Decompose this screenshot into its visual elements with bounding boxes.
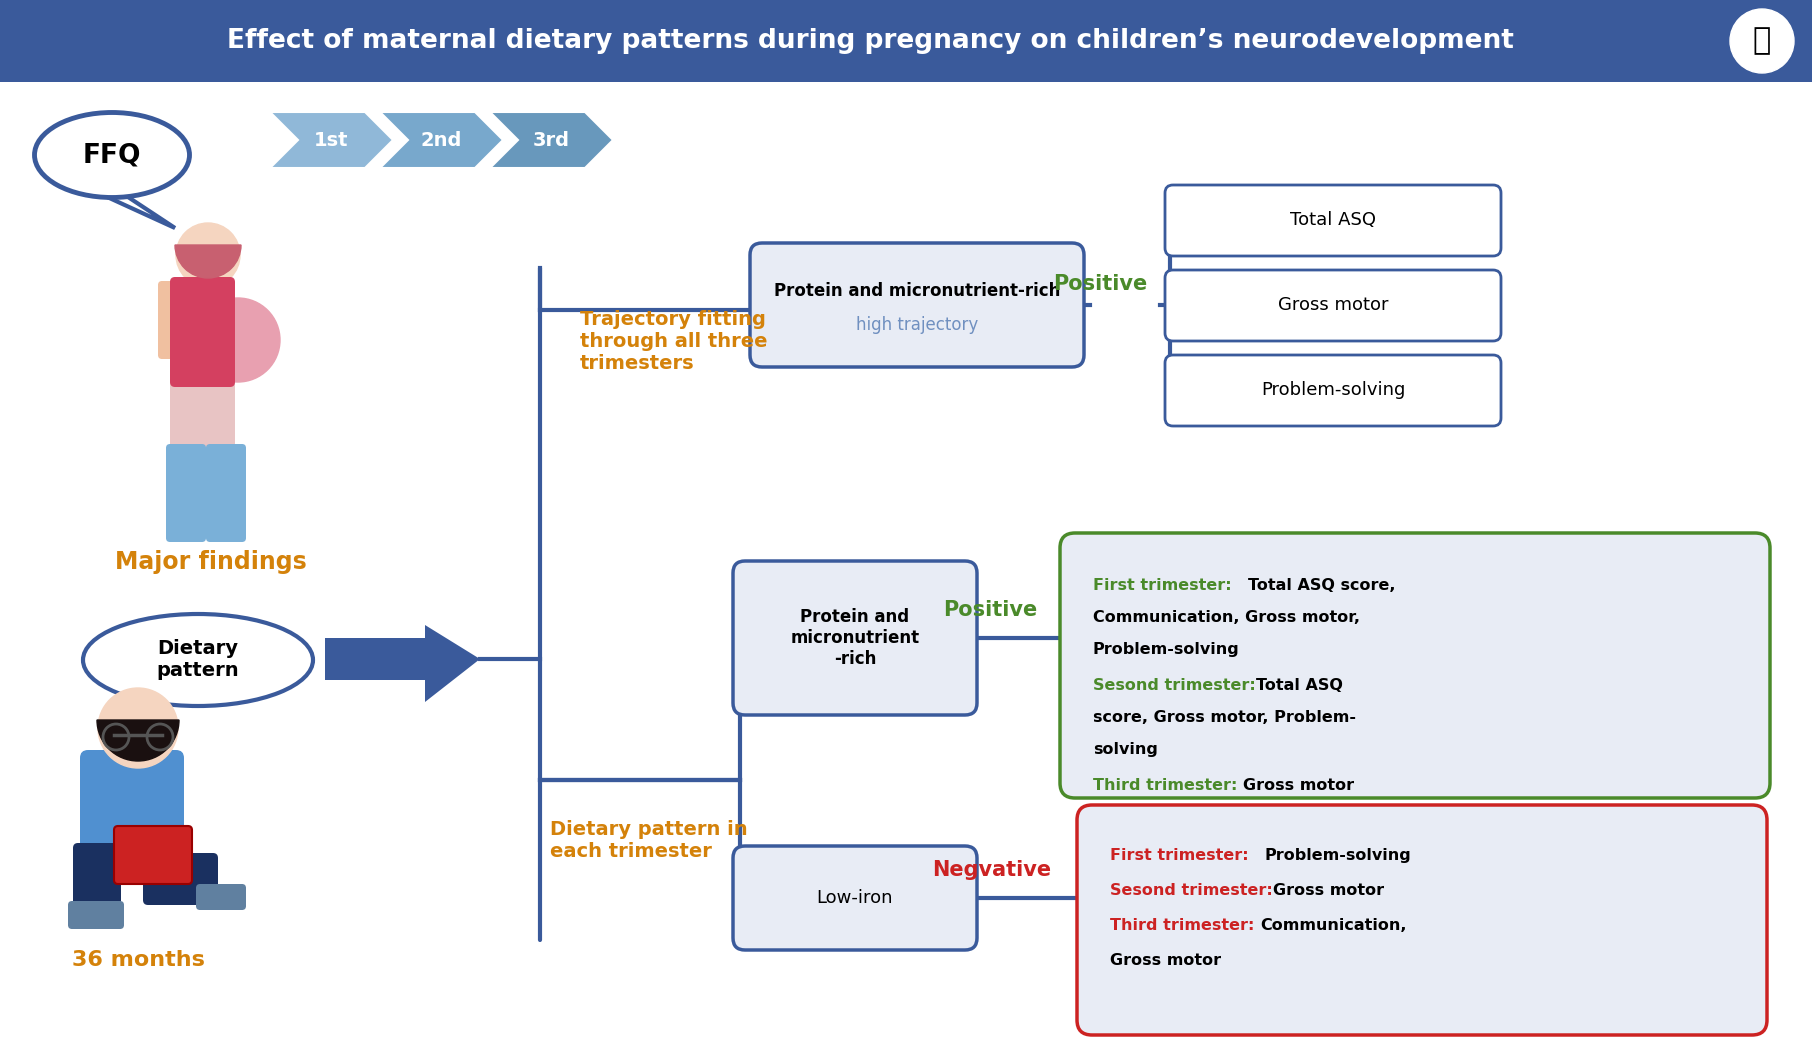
Text: Total ASQ score,: Total ASQ score,	[1248, 578, 1395, 593]
Text: Problem-solving: Problem-solving	[1265, 848, 1412, 863]
Text: solving: solving	[1093, 742, 1158, 757]
FancyBboxPatch shape	[324, 638, 426, 680]
FancyBboxPatch shape	[167, 444, 207, 542]
Wedge shape	[176, 245, 241, 278]
FancyBboxPatch shape	[1165, 355, 1500, 426]
FancyBboxPatch shape	[1165, 185, 1500, 256]
Text: Gross motor: Gross motor	[1274, 883, 1384, 899]
FancyBboxPatch shape	[196, 884, 246, 910]
FancyBboxPatch shape	[734, 846, 977, 950]
Polygon shape	[270, 112, 393, 168]
FancyBboxPatch shape	[207, 444, 246, 542]
Circle shape	[1730, 9, 1794, 73]
Circle shape	[196, 298, 281, 382]
FancyBboxPatch shape	[143, 852, 217, 905]
Text: Dietary pattern in
each trimester: Dietary pattern in each trimester	[551, 820, 748, 861]
FancyBboxPatch shape	[158, 281, 188, 359]
FancyBboxPatch shape	[1060, 533, 1770, 798]
Text: Communication, Gross motor,: Communication, Gross motor,	[1093, 610, 1361, 626]
Text: 36 months: 36 months	[71, 950, 205, 970]
Text: high trajectory: high trajectory	[855, 316, 978, 334]
Text: FFQ: FFQ	[83, 142, 141, 168]
FancyBboxPatch shape	[72, 843, 121, 918]
Text: Communication,: Communication,	[1259, 918, 1406, 933]
FancyBboxPatch shape	[1165, 270, 1500, 341]
Text: Third trimester:: Third trimester:	[1093, 778, 1243, 793]
Text: Third trimester:: Third trimester:	[1111, 918, 1259, 933]
Text: Sesond trimester:: Sesond trimester:	[1111, 883, 1279, 899]
FancyBboxPatch shape	[114, 826, 192, 884]
FancyBboxPatch shape	[734, 561, 977, 715]
Text: Protein and
micronutrient
-rich: Protein and micronutrient -rich	[790, 608, 919, 667]
Text: Low-iron: Low-iron	[817, 889, 893, 907]
Circle shape	[98, 688, 178, 768]
Text: Problem-solving: Problem-solving	[1261, 381, 1404, 399]
FancyBboxPatch shape	[750, 243, 1084, 367]
Text: score, Gross motor, Problem-: score, Gross motor, Problem-	[1093, 710, 1355, 725]
Text: First trimester:: First trimester:	[1111, 848, 1254, 863]
Polygon shape	[381, 112, 504, 168]
FancyBboxPatch shape	[80, 750, 185, 866]
Text: Negvative: Negvative	[933, 860, 1051, 880]
Ellipse shape	[83, 614, 313, 706]
Text: Sesond trimester:: Sesond trimester:	[1093, 678, 1261, 693]
FancyBboxPatch shape	[69, 901, 123, 929]
Text: 1st: 1st	[313, 131, 348, 150]
Text: 🧠: 🧠	[1752, 26, 1770, 55]
Circle shape	[176, 223, 239, 287]
Text: Total ASQ: Total ASQ	[1290, 211, 1375, 229]
Text: Positive: Positive	[942, 600, 1036, 620]
Text: Dietary
pattern: Dietary pattern	[156, 639, 239, 681]
FancyBboxPatch shape	[1076, 805, 1767, 1034]
Text: 2nd: 2nd	[420, 131, 462, 150]
Text: Total ASQ: Total ASQ	[1256, 678, 1343, 693]
Text: Trajectory fitting
through all three
trimesters: Trajectory fitting through all three tri…	[580, 310, 768, 373]
Ellipse shape	[34, 113, 190, 198]
Text: 3rd: 3rd	[533, 131, 571, 150]
Text: First trimester:: First trimester:	[1093, 578, 1238, 593]
Wedge shape	[98, 720, 179, 761]
Polygon shape	[105, 196, 176, 228]
FancyBboxPatch shape	[170, 370, 236, 460]
Text: Problem-solving: Problem-solving	[1093, 642, 1239, 657]
Polygon shape	[489, 112, 612, 168]
Text: Gross motor: Gross motor	[1111, 953, 1221, 968]
Text: Protein and micronutrient-rich: Protein and micronutrient-rich	[774, 282, 1060, 300]
Text: Effect of maternal dietary patterns during pregnancy on children’s neurodevelopm: Effect of maternal dietary patterns duri…	[226, 28, 1513, 54]
FancyBboxPatch shape	[170, 277, 236, 387]
Text: Gross motor: Gross motor	[1243, 778, 1354, 793]
Text: Positive: Positive	[1053, 274, 1147, 294]
Polygon shape	[426, 626, 480, 702]
Bar	[0, 0, 1812, 82]
Text: Gross motor: Gross motor	[1277, 296, 1388, 314]
Text: Major findings: Major findings	[114, 550, 306, 574]
